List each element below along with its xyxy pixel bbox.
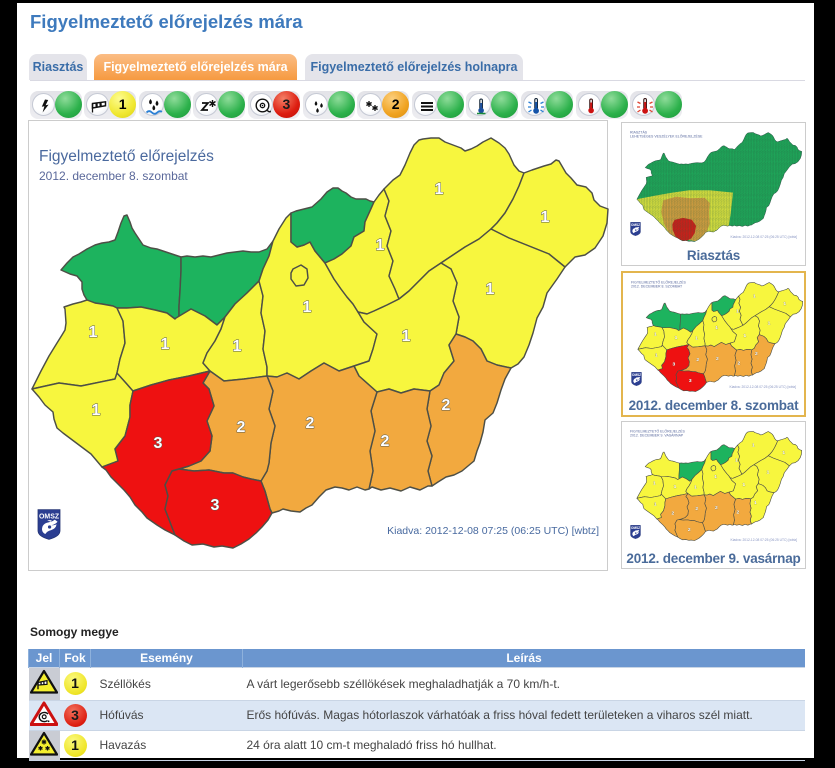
svg-text:1: 1	[768, 320, 771, 325]
svg-text:3: 3	[211, 497, 220, 514]
svg-text:1: 1	[541, 209, 550, 226]
svg-text:2: 2	[696, 357, 699, 362]
svg-text:1: 1	[654, 332, 657, 337]
svg-text:2: 2	[695, 506, 698, 511]
svg-text:1: 1	[752, 443, 755, 448]
svg-text:1: 1	[653, 481, 656, 486]
svg-text:1: 1	[714, 474, 717, 479]
svg-text:1: 1	[782, 450, 785, 455]
svg-text:OMSZ: OMSZ	[631, 223, 640, 227]
svg-text:2: 2	[715, 505, 718, 510]
svg-text:1: 1	[736, 309, 739, 314]
svg-text:1: 1	[753, 294, 756, 299]
svg-text:2: 2	[755, 351, 758, 356]
svg-text:3: 3	[154, 435, 163, 452]
svg-text:2: 2	[716, 356, 719, 361]
svg-text:OMSZ: OMSZ	[39, 513, 60, 520]
svg-text:1: 1	[783, 301, 786, 306]
svg-text:OMSZ: OMSZ	[632, 373, 641, 377]
svg-text:3: 3	[689, 378, 692, 383]
svg-text:1: 1	[767, 469, 770, 474]
svg-text:1: 1	[674, 484, 677, 489]
svg-text:2: 2	[688, 527, 691, 532]
svg-text:1: 1	[233, 338, 242, 355]
svg-text:2: 2	[442, 397, 451, 414]
svg-text:1: 1	[695, 336, 698, 341]
svg-text:1: 1	[654, 502, 657, 507]
svg-text:1: 1	[303, 299, 312, 316]
svg-text:2: 2	[672, 510, 675, 515]
svg-text:1: 1	[89, 324, 98, 341]
svg-text:1: 1	[655, 353, 658, 358]
svg-text:1: 1	[715, 325, 718, 330]
svg-text:3: 3	[673, 361, 676, 366]
svg-text:1: 1	[92, 402, 101, 419]
svg-text:1: 1	[402, 328, 411, 345]
svg-text:1: 1	[675, 335, 678, 340]
svg-text:1: 1	[744, 333, 747, 338]
svg-text:1: 1	[161, 336, 170, 353]
svg-text:1: 1	[435, 181, 444, 198]
svg-text:2: 2	[737, 510, 740, 515]
svg-text:1: 1	[694, 485, 697, 490]
svg-text:1: 1	[743, 482, 746, 487]
svg-text:OMSZ: OMSZ	[631, 526, 640, 530]
svg-text:2: 2	[738, 361, 741, 366]
svg-text:2: 2	[306, 415, 315, 432]
svg-text:2: 2	[237, 419, 246, 436]
svg-text:2: 2	[381, 433, 390, 450]
svg-text:1: 1	[754, 500, 757, 505]
svg-text:1: 1	[376, 237, 385, 254]
svg-text:1: 1	[735, 458, 738, 463]
svg-text:1: 1	[486, 281, 495, 298]
